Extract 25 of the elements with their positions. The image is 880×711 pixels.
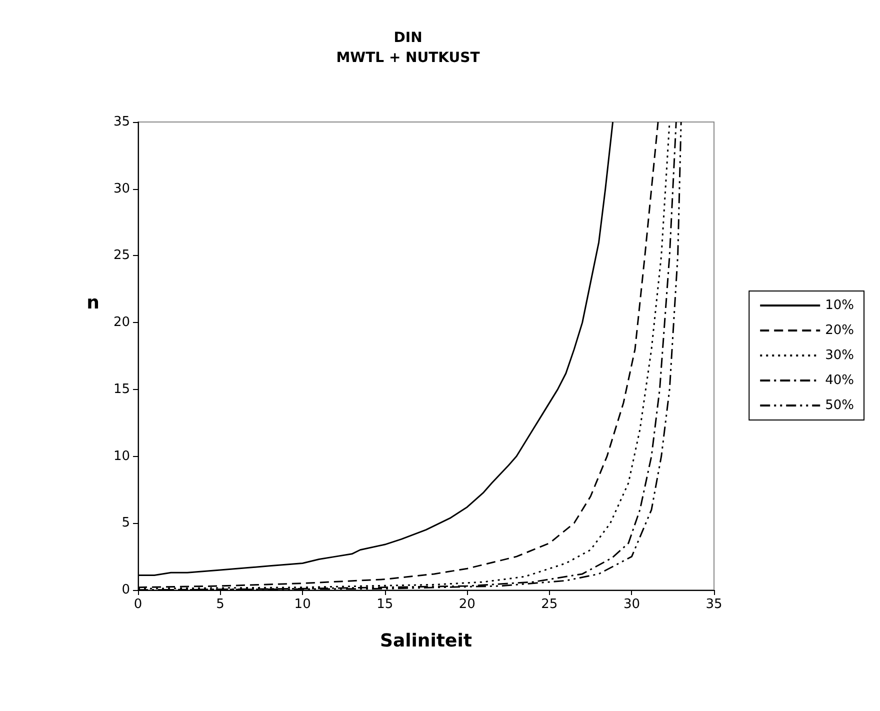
x-tick-label: 15: [376, 597, 394, 612]
y-tick-label: 15: [113, 382, 130, 397]
chart-subtitle: MWTL + NUTKUST: [336, 50, 480, 66]
legend-label: 40%: [825, 373, 854, 388]
legend-label: 20%: [825, 323, 854, 338]
x-tick-label: 35: [706, 597, 722, 612]
x-tick-label: 10: [294, 597, 311, 612]
legend-label: 50%: [825, 398, 854, 413]
y-tick-label: 5: [122, 516, 130, 531]
x-tick-label: 0: [134, 597, 142, 612]
x-tick-label: 5: [216, 597, 224, 612]
y-axis-title: n: [86, 292, 100, 314]
x-tick-label: 25: [541, 597, 558, 612]
x-axis-title: Saliniteit: [380, 630, 472, 652]
chart-title: DIN: [394, 30, 422, 46]
y-tick-label: 25: [113, 248, 130, 264]
x-tick-label: 30: [623, 597, 640, 612]
y-tick-label: 20: [113, 315, 130, 330]
y-tick-label: 35: [113, 114, 130, 130]
y-tick-label: 10: [113, 448, 130, 464]
legend-label: 30%: [825, 348, 854, 363]
y-tick-label: 0: [122, 582, 130, 598]
legend-label: 10%: [825, 298, 854, 313]
y-tick-label: 30: [113, 181, 130, 196]
x-tick-label: 20: [458, 597, 476, 612]
